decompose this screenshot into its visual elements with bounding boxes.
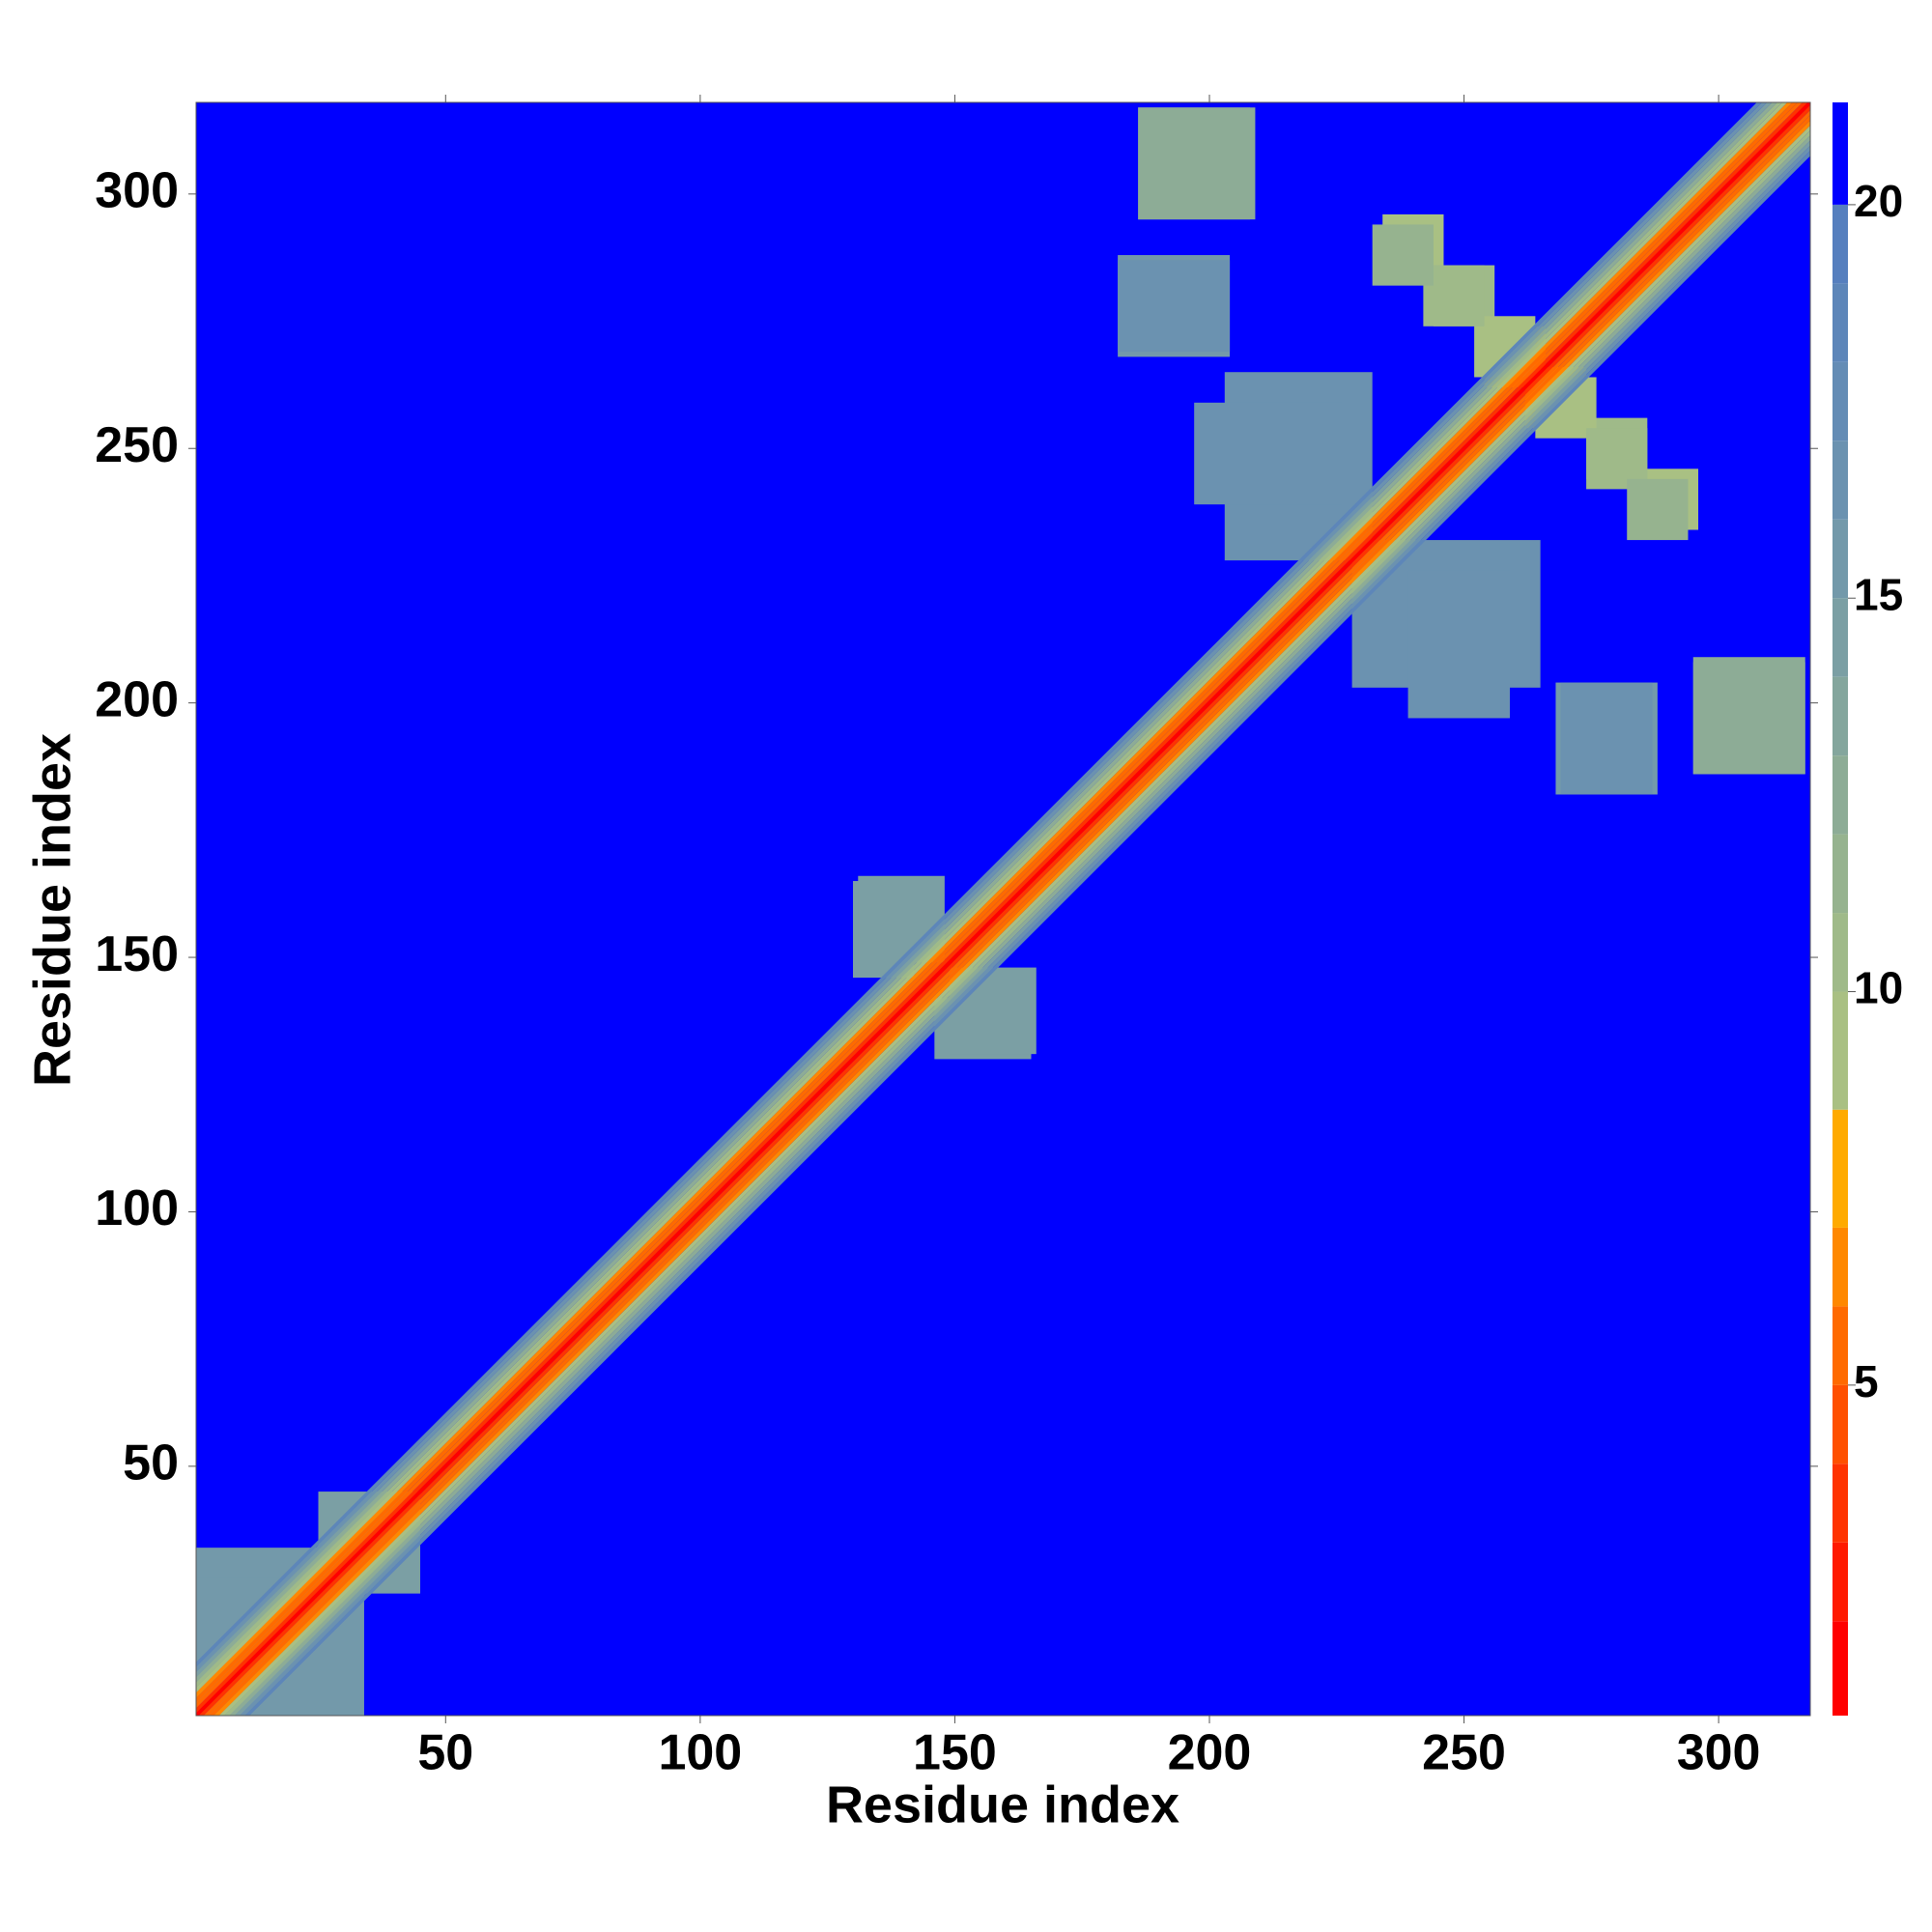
contact-patch bbox=[1586, 428, 1648, 490]
diagonal-band bbox=[196, 102, 1810, 1716]
contact-patch-mirror bbox=[1194, 402, 1343, 505]
colorbar-level bbox=[1833, 913, 1848, 992]
contact-patch-mirror bbox=[1118, 260, 1231, 353]
colorbar-tick-label: 5 bbox=[1854, 1356, 1879, 1406]
y-tick-label: 100 bbox=[95, 1180, 179, 1236]
colorbar-level bbox=[1833, 991, 1848, 1110]
colorbar-level bbox=[1833, 283, 1848, 362]
colorbar-tick-label: 20 bbox=[1854, 176, 1903, 226]
colorbar-level bbox=[1833, 834, 1848, 914]
contact-patch bbox=[1407, 570, 1510, 719]
colorbar-tick-label: 10 bbox=[1854, 963, 1903, 1013]
x-tick-label: 200 bbox=[1168, 1725, 1252, 1781]
colorbar-level bbox=[1833, 440, 1848, 520]
y-tick-label: 150 bbox=[95, 926, 179, 982]
heatmap bbox=[196, 102, 1810, 1716]
contact-patch bbox=[1627, 478, 1689, 541]
x-tick-label: 100 bbox=[658, 1725, 742, 1781]
x-tick-label: 50 bbox=[417, 1725, 473, 1781]
x-tick-label: 250 bbox=[1422, 1725, 1506, 1781]
colorbar-level bbox=[1833, 1384, 1848, 1464]
x-tick-label: 150 bbox=[913, 1725, 997, 1781]
colorbar-level bbox=[1833, 1227, 1848, 1307]
contact-patch-mirror bbox=[1372, 224, 1434, 286]
colorbar-level bbox=[1833, 102, 1848, 205]
colorbar-level bbox=[1833, 598, 1848, 677]
y-tick-label: 50 bbox=[123, 1435, 179, 1492]
x-axis-label: Residue index bbox=[826, 1776, 1179, 1833]
colorbar-level bbox=[1833, 1542, 1848, 1622]
colorbar-level bbox=[1833, 204, 1848, 284]
contact-patch bbox=[1560, 682, 1653, 795]
colorbar-level bbox=[1833, 1621, 1848, 1716]
colorbar-tick-label: 15 bbox=[1854, 569, 1903, 619]
contact-patch bbox=[1692, 657, 1805, 775]
colorbar-level bbox=[1833, 1306, 1848, 1385]
contact-patch-mirror bbox=[1138, 107, 1256, 220]
plot-frame bbox=[195, 101, 1811, 1717]
y-tick-label: 300 bbox=[95, 163, 179, 219]
colorbar-level bbox=[1833, 676, 1848, 756]
x-tick-label: 300 bbox=[1677, 1725, 1761, 1781]
colorbar-level bbox=[1833, 755, 1848, 835]
colorbar-level bbox=[1833, 1109, 1848, 1228]
colorbar-level bbox=[1833, 361, 1848, 441]
colorbar-level bbox=[1833, 1463, 1848, 1543]
y-tick-label: 250 bbox=[95, 417, 179, 473]
y-tick-label: 200 bbox=[95, 671, 179, 727]
colorbar-level bbox=[1833, 519, 1848, 599]
y-axis-label: Residue index bbox=[23, 733, 81, 1087]
